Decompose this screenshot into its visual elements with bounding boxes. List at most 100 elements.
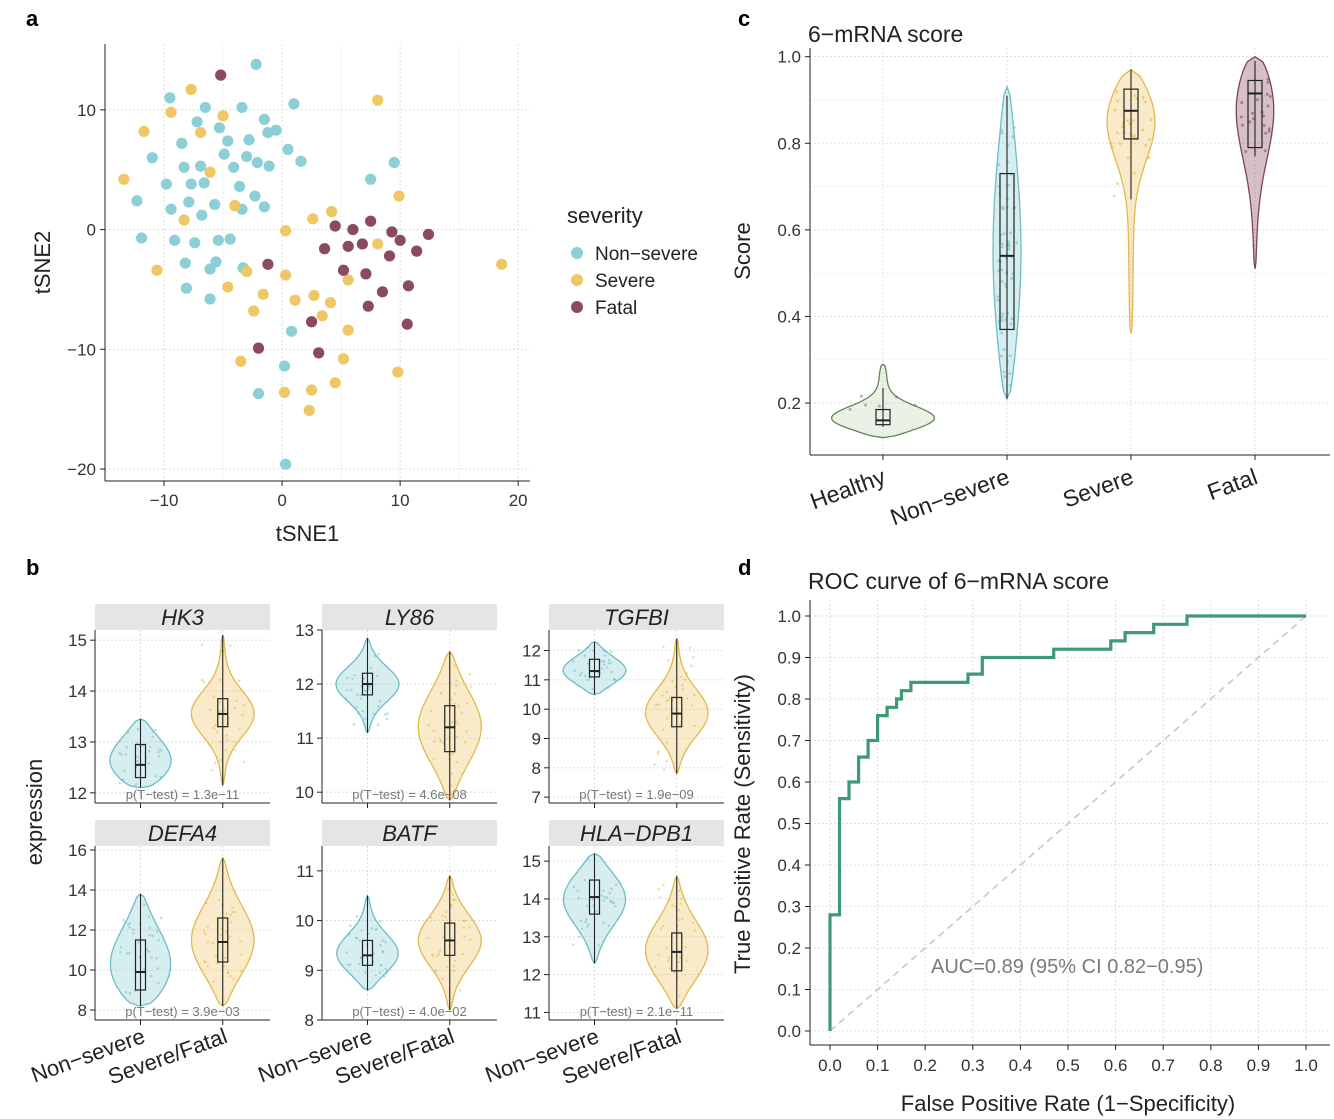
jitter-point	[123, 769, 126, 773]
jitter-point	[148, 749, 151, 753]
jitter-point	[215, 731, 219, 734]
y-tick-label: 13	[522, 928, 541, 947]
jitter-point	[571, 920, 575, 924]
jitter-point	[450, 698, 453, 701]
jitter-point	[573, 681, 577, 684]
jitter-point	[385, 971, 389, 975]
scatter-point-non-severe	[165, 203, 177, 215]
y-tick-label: 11	[523, 1003, 541, 1022]
jitter-point	[591, 687, 594, 691]
jitter-point	[677, 889, 681, 892]
jitter-point	[603, 663, 606, 666]
jitter-point	[591, 898, 595, 901]
jitter-point	[220, 927, 223, 930]
jitter-point	[681, 688, 684, 691]
scatter-point-non-severe	[212, 234, 224, 246]
facet-gene-label: TGFBI	[604, 605, 669, 630]
x-tick-label: 0.9	[1247, 1056, 1271, 1075]
jitter-point	[1003, 375, 1007, 379]
scatter-point-non-severe	[228, 161, 240, 173]
scatter-point-non-severe	[183, 196, 195, 208]
jitter-point	[895, 395, 899, 399]
jitter-point	[208, 744, 211, 747]
scatter-point-non-severe	[249, 190, 261, 202]
scatter-point-severe	[316, 310, 328, 322]
scatter-point-severe	[303, 404, 315, 416]
jitter-point	[460, 711, 463, 715]
jitter-point	[599, 660, 603, 663]
y-tick-label: 14	[68, 682, 87, 701]
jitter-point	[603, 654, 607, 657]
jitter-point	[444, 915, 447, 919]
scatter-point-severe	[393, 190, 405, 202]
jitter-point	[150, 974, 153, 978]
jitter-point	[1000, 242, 1004, 246]
scatter-point-fatal	[305, 316, 318, 328]
jitter-point	[148, 926, 152, 930]
jitter-point	[577, 896, 580, 900]
y-tick-label: 15	[522, 852, 541, 871]
jitter-point	[1116, 182, 1120, 186]
jitter-point	[452, 965, 456, 968]
jitter-point	[231, 910, 234, 914]
jitter-point	[678, 956, 682, 959]
jitter-point	[605, 896, 609, 899]
y-tick-label: 11	[296, 729, 314, 748]
jitter-point	[1262, 114, 1266, 118]
jitter-point	[346, 688, 349, 692]
jitter-point	[1109, 141, 1113, 145]
jitter-point	[690, 704, 693, 707]
jitter-point	[1132, 171, 1136, 175]
jitter-point	[444, 910, 448, 914]
jitter-point	[464, 741, 467, 744]
scatter-point-non-severe	[236, 101, 248, 114]
jitter-point	[610, 887, 613, 891]
scatter-point-fatal	[262, 258, 274, 270]
jitter-point	[363, 971, 367, 974]
jitter-point	[149, 746, 152, 749]
jitter-point	[1002, 370, 1006, 374]
jitter-point	[609, 900, 612, 904]
y-tick-label: 12	[68, 784, 87, 803]
jitter-point	[580, 927, 584, 930]
scatter-point-non-severe	[224, 233, 236, 245]
box-iqr	[1247, 79, 1263, 149]
jitter-point	[154, 728, 157, 731]
jitter-point	[219, 933, 223, 937]
jitter-point	[1000, 319, 1004, 323]
jitter-point	[223, 708, 226, 712]
scatter-point-severe	[204, 166, 216, 178]
jitter-point	[1251, 117, 1255, 121]
jitter-point	[439, 738, 443, 742]
jitter-point	[468, 926, 471, 929]
jitter-point	[375, 674, 379, 677]
jitter-point	[429, 916, 433, 919]
facet-strip	[549, 820, 724, 846]
jitter-point	[450, 903, 453, 907]
jitter-point	[678, 994, 681, 997]
scatter-point-severe	[342, 274, 354, 286]
y-tick-label: 0.8	[777, 134, 801, 153]
jitter-point	[345, 676, 349, 680]
jitter-point	[1000, 245, 1004, 249]
jitter-point	[1147, 137, 1151, 141]
jitter-point	[1007, 244, 1011, 248]
jitter-point	[1000, 279, 1004, 283]
jitter-point	[665, 741, 668, 745]
jitter-point	[587, 646, 590, 649]
jitter-point	[427, 936, 430, 940]
jitter-point	[372, 712, 375, 716]
jitter-point	[1000, 268, 1004, 272]
panel-d-roc-curve: ROC curve of 6−mRNA score 0.0 0.0 0.1 0.1 0.2…	[730, 568, 1330, 1116]
jitter-point	[345, 951, 348, 954]
jitter-point	[455, 720, 458, 724]
jitter-point	[127, 952, 131, 955]
x-tick-label: 0.2	[913, 1056, 937, 1075]
jitter-point	[206, 965, 209, 968]
jitter-point	[693, 724, 696, 728]
scatter-point-non-severe	[258, 113, 270, 126]
box-iqr	[671, 696, 683, 728]
box-iqr	[1123, 88, 1139, 140]
jitter-point	[212, 881, 216, 884]
jitter-point	[462, 926, 465, 930]
